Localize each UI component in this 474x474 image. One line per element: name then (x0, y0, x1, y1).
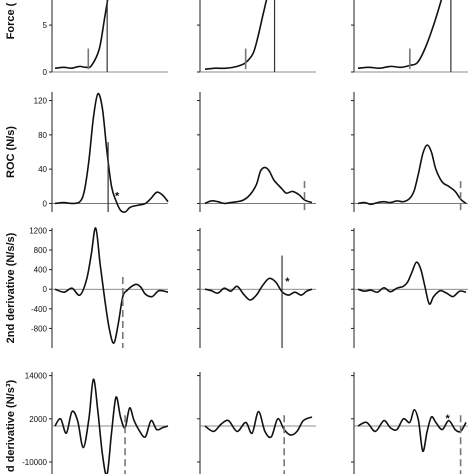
y-tick-label: 120 (34, 97, 48, 106)
y-tick-label: 400 (34, 266, 48, 275)
data-series-line (204, 0, 268, 70)
data-series-line (357, 261, 467, 305)
data-series-line (54, 0, 109, 70)
asterisk-annotation: * (445, 413, 450, 425)
y-tick-label: 0 (43, 285, 48, 294)
y-axis-label: 2nd derivative (N/s/s) (5, 232, 17, 343)
data-series-line (357, 144, 467, 206)
asterisk-annotation: * (285, 276, 290, 288)
y-tick-label: 800 (34, 246, 48, 255)
y-axis-label: ROC (N/s) (5, 126, 17, 178)
y-tick-label: 1200 (29, 226, 47, 235)
data-series-line (204, 410, 313, 439)
y-tick-label: 14000 (25, 372, 48, 381)
data-series-line (54, 227, 169, 344)
data-series-line (54, 92, 169, 213)
data-series-line (357, 409, 467, 453)
asterisk-annotation: * (115, 190, 120, 202)
data-series-line (357, 0, 443, 70)
y-tick-label: -800 (31, 324, 48, 333)
y-tick-label: -10000 (22, 458, 47, 467)
y-axis-label: Force ( (5, 2, 17, 39)
y-tick-label: 0 (43, 199, 48, 208)
y-tick-label: 2000 (29, 415, 47, 424)
y-tick-label: 40 (38, 165, 47, 174)
y-tick-label: -400 (31, 305, 48, 314)
y-axis-label: d derivative (N/s³) (5, 380, 17, 473)
y-tick-label: 0 (43, 68, 48, 77)
data-series-line (204, 277, 313, 301)
y-tick-label: 80 (38, 131, 47, 140)
y-tick-label: 5 (43, 21, 48, 30)
data-series-line (54, 378, 169, 474)
data-series-line (204, 166, 313, 205)
